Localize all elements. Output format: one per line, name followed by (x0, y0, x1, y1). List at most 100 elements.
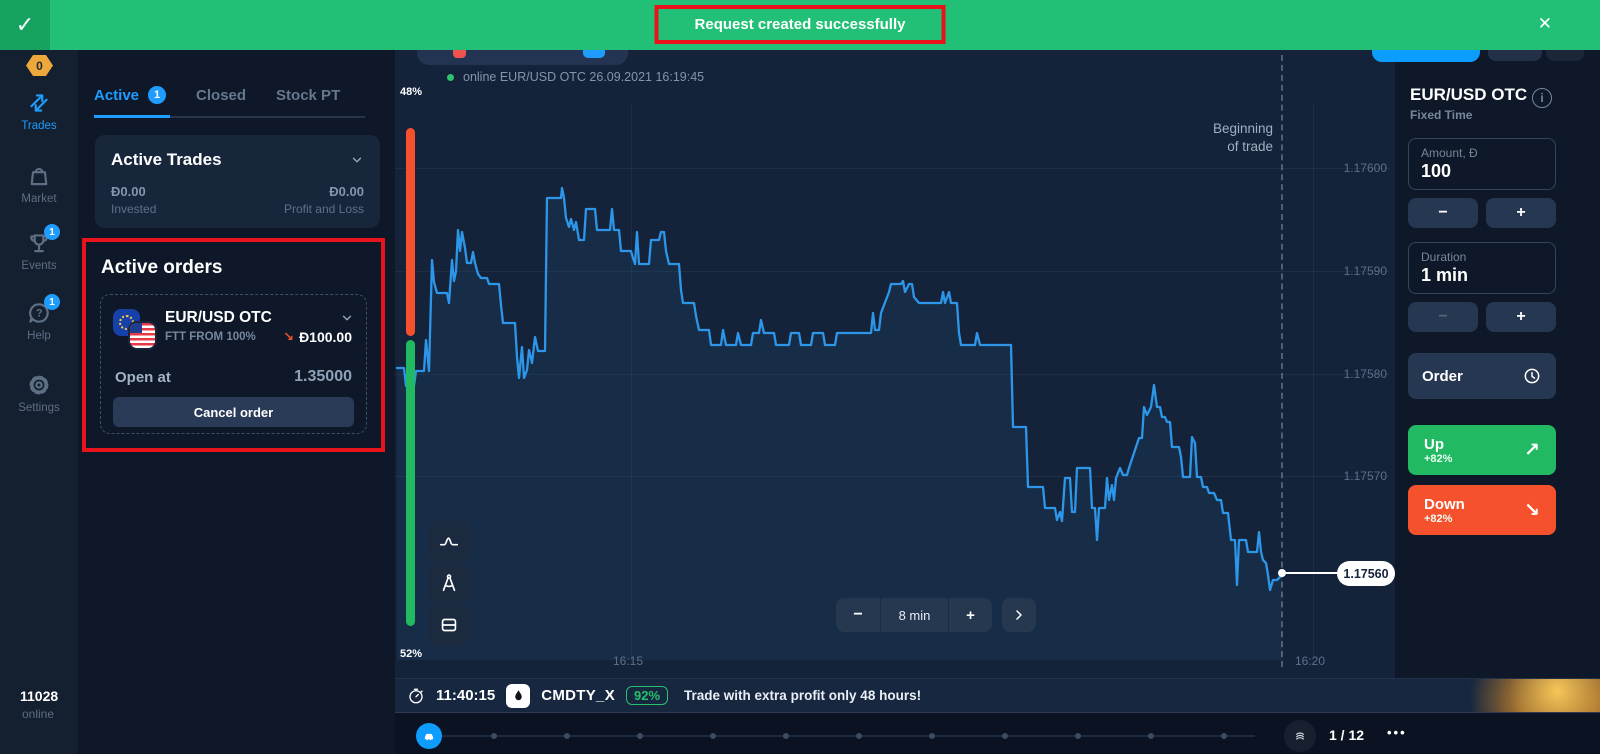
events-badge: 1 (44, 224, 60, 240)
sidebar-item-trades[interactable]: Trades (0, 90, 78, 132)
time-axis-label: 16:20 (1295, 654, 1326, 668)
pager-dot[interactable] (710, 733, 716, 739)
pager-dot[interactable] (637, 733, 643, 739)
gold-coins-promo-image (1430, 679, 1600, 712)
beginning-of-trade-label: Beginning of trade (1212, 121, 1273, 154)
svg-text:?: ? (36, 307, 43, 319)
car-icon (424, 733, 434, 741)
chevron-down-icon[interactable] (340, 311, 354, 325)
more-menu[interactable]: ••• (1387, 725, 1407, 740)
sidebar-label: Settings (18, 402, 60, 414)
active-trades-card[interactable]: Active Trades Đ0.00 Invested Đ0.00 Profi… (95, 135, 380, 228)
down-button[interactable]: Down +82% ↘ (1408, 485, 1556, 535)
notification-badge[interactable]: 0 (26, 55, 53, 76)
sidebar-item-events[interactable]: 1 Events (0, 224, 78, 272)
pl-label: Profit and Loss (283, 202, 364, 216)
sidebar-item-settings[interactable]: Settings (0, 372, 78, 414)
sentiment-down-percent: 52% (400, 648, 423, 660)
tab-underline (94, 115, 365, 118)
zoom-in-button[interactable]: + (949, 598, 992, 632)
clock-icon (1524, 368, 1540, 384)
up-button[interactable]: Up +82% ↗ (1408, 425, 1556, 475)
success-banner: ✓ Request created successfully ✕ (0, 0, 1600, 50)
sidebar-item-help[interactable]: ? 1 Help (0, 294, 78, 342)
chevron-right-icon (1016, 610, 1022, 620)
current-price-pill: 1.17560 (1337, 561, 1395, 586)
asset-status-text: online EUR/USD OTC 26.09.2021 16:19:45 (463, 70, 705, 84)
duration-field[interactable]: Duration 1 min (1408, 242, 1556, 294)
gridline (631, 105, 632, 665)
us-flag-icon (130, 323, 155, 348)
banner-pager: 1 / 12 ••• (395, 712, 1600, 754)
compass-icon (442, 574, 456, 592)
order-amount: Đ100.00 (299, 329, 352, 345)
info-icon[interactable]: i (1532, 88, 1552, 108)
favorite-icon (453, 50, 466, 58)
zoom-range-value[interactable]: 8 min (881, 598, 948, 632)
commodity-icon (506, 683, 531, 708)
duration-minus-button[interactable]: − (1408, 302, 1478, 332)
price-axis-label: 1.17580 (1343, 367, 1387, 381)
current-price-line (1282, 572, 1344, 574)
arrow-up-right-icon: ↗ (1524, 439, 1540, 461)
pager-dot[interactable] (783, 733, 789, 739)
open-at-label: Open at (115, 369, 171, 386)
events-icon: 1 (26, 224, 60, 256)
split-rows-icon (441, 618, 457, 632)
tab-stock-pt[interactable]: Stock PT (276, 86, 341, 104)
amount-plus-button[interactable]: + (1486, 198, 1556, 228)
sidebar: 0 Trades Market 1 Events ? 1 Help (0, 0, 78, 754)
banner-stack-icon[interactable] (1284, 720, 1316, 752)
online-count: 11028 (20, 688, 59, 704)
pager-dot[interactable] (1148, 733, 1154, 739)
pl-block: Đ0.00 Profit and Loss (284, 184, 364, 216)
down-label: Down (1424, 495, 1465, 513)
online-label: online (22, 707, 55, 721)
pager-dot[interactable] (1002, 733, 1008, 739)
chevron-down-icon[interactable] (350, 153, 364, 167)
pager-dot[interactable] (1075, 733, 1081, 739)
pager-dot[interactable] (929, 733, 935, 739)
amount-label: Amount, Đ (1421, 146, 1478, 160)
layout-button[interactable] (428, 604, 470, 646)
pager-dot[interactable] (491, 733, 497, 739)
order-panel: EUR/USD OTC i Fixed Time Amount, Đ 100 −… (1395, 50, 1600, 678)
down-percent: +82% (1424, 512, 1453, 525)
active-page-marker[interactable] (416, 723, 442, 749)
tab-closed[interactable]: Closed (196, 86, 247, 104)
price-axis-label: 1.17570 (1343, 469, 1387, 483)
active-trades-title: Active Trades (111, 150, 222, 169)
pager-dot[interactable] (1221, 733, 1227, 739)
tab-label: Active (94, 86, 140, 104)
price-chart[interactable]: online EUR/USD OTC 26.09.2021 16:19:45 4… (395, 50, 1395, 678)
cancel-order-button[interactable]: Cancel order (113, 397, 354, 427)
order-card: EUR/USD OTC FTT FROM 100% ↘ Đ100.00 Open… (100, 294, 367, 434)
help-icon: ? 1 (26, 294, 60, 326)
pager-dot[interactable] (856, 733, 862, 739)
gridline (395, 374, 1390, 375)
order-button-label: Order (1422, 367, 1463, 385)
sentiment-up-percent: 48% (400, 86, 423, 98)
scroll-forward-button[interactable] (1002, 598, 1036, 632)
amount-field[interactable]: Amount, Đ 100 (1408, 138, 1556, 190)
help-badge: 1 (44, 294, 60, 310)
drawing-tools-button[interactable] (428, 562, 470, 604)
zoom-out-button[interactable]: − (836, 598, 880, 632)
active-orders-highlight: Active orders EUR/USD OTC FTT FROM 100% … (82, 238, 385, 452)
profit-percent-badge: 92% (626, 686, 669, 705)
sidebar-item-market[interactable]: Market (0, 163, 78, 205)
chart-type-button[interactable] (428, 520, 470, 562)
sidebar-label: Market (21, 193, 57, 205)
promo-ticker[interactable]: 11:40:15 CMDTY_X 92% Trade with extra pr… (395, 678, 1600, 712)
duration-plus-button[interactable]: + (1486, 302, 1556, 332)
gridline (395, 476, 1390, 477)
asset-icon (583, 50, 605, 58)
trades-tabs: Active 1 Closed Stock PT (94, 86, 340, 104)
close-icon[interactable]: ✕ (1537, 14, 1552, 33)
countdown-time: 11:40:15 (436, 687, 496, 704)
invested-label: Invested (111, 202, 157, 216)
tab-active[interactable]: Active 1 (94, 86, 167, 104)
order-button[interactable]: Order (1408, 353, 1556, 399)
pager-dot[interactable] (564, 733, 570, 739)
amount-minus-button[interactable]: − (1408, 198, 1478, 228)
